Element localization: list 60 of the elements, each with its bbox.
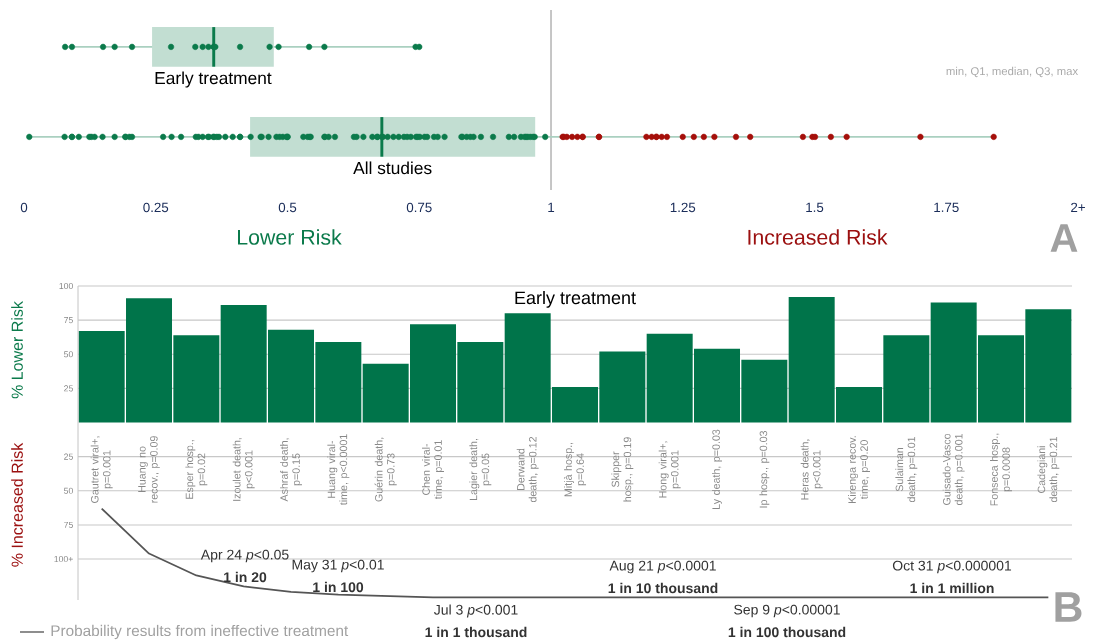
text: Increased Risk — [748, 229, 888, 245]
text: Jul 3 p<0.001 — [433, 604, 518, 618]
x-tick-label: 1.75 — [934, 202, 959, 213]
x-tick-label: 1 — [548, 202, 555, 212]
x-tick-label: 2+ — [1071, 202, 1085, 213]
x-tick-label: 1.5 — [806, 202, 824, 213]
text: Sep 9 p<0.00001 — [734, 604, 840, 618]
chart-title: Early treatment — [515, 290, 636, 308]
x-tick-label: 1.25 — [670, 202, 696, 213]
y-tick-label: 50 — [64, 487, 73, 494]
y-tick-label: 50 — [64, 351, 73, 358]
x-tick-label: Izoulet death, p<0.001 — [232, 438, 255, 501]
x-tick-label: Fonseca hosp., p=0.0008 — [990, 433, 1012, 506]
x-tick-label: Huang viral- time, p<0.0001 — [327, 434, 350, 506]
y-tick-label: 100+ — [54, 555, 73, 563]
annotation: B — [1055, 592, 1082, 622]
y-tick-label: 75 — [64, 317, 73, 324]
annotation: min, Q1, median, Q3, max — [946, 66, 1079, 78]
x-tick-label: Kirenga recov. time, p=0.20 — [848, 436, 870, 503]
x-tick-label: 0.25 — [143, 202, 169, 213]
x-tick-label: Hong viral+, p=0.001 — [658, 441, 681, 498]
text: Lower Risk — [238, 229, 342, 245]
x-tick-label: Esper hosp., p=0.02 — [185, 440, 208, 499]
x-tick-label: Chen viral- time, p=0.01 — [422, 440, 444, 500]
text: A — [1050, 224, 1078, 252]
x-tick-label: 0 — [20, 202, 28, 213]
x-tick-label: Lagier death, p=0.05 — [469, 439, 492, 501]
y-axis-title: % Lower Risk — [11, 301, 23, 399]
x-tick-label: Heras death, p<0.001 — [800, 439, 823, 500]
x-tick-label: Skipper hosp., p=0.19 — [611, 437, 634, 502]
annotation: 1 in 10 thousand — [608, 582, 718, 594]
annotation: 1 in 100 — [313, 581, 364, 593]
annotation: May 31 p<0.01 — [292, 559, 384, 573]
x-tick-label: 0.5 — [278, 202, 297, 213]
y-tick-label: 100 — [59, 282, 73, 290]
y-tick-label: 25 — [64, 385, 73, 392]
annotation: 1 in 1 million — [910, 582, 994, 594]
annotation: Aug 21 p<0.0001 — [609, 560, 716, 574]
x-tick-label: Cadegiani death, p=0.21 — [1037, 436, 1060, 503]
x-tick-label: Guisado-Vasco death, p=0.001 — [942, 433, 965, 506]
x-tick-label: Gautret viral+, p=0.001 — [90, 436, 113, 503]
x-tick-label: Mitjà hosp., p=0.64 — [563, 442, 587, 497]
annotation: 1 in 20 — [224, 571, 267, 583]
text: % Increased Risk — [11, 442, 23, 567]
y-tick-label: All studies — [353, 161, 432, 175]
x-tick-label: Ip hosp., p=0.03 — [759, 430, 770, 508]
x-tick-label: Ashraf death, p=0.15 — [280, 438, 302, 502]
x-tick-label: Ly death, p=0.03 — [712, 429, 722, 509]
x-tick-label: Derwand death, p=0.12 — [516, 436, 539, 503]
y-tick-label: 75 — [64, 521, 73, 528]
legend-label: Probability results from ineffective treatment — [51, 624, 349, 640]
x-tick-label: Huang no recov., p=0.09 — [138, 436, 160, 503]
x-tick-label: 0.75 — [406, 202, 432, 213]
text: 1 in 100 thousand — [728, 626, 846, 638]
x-tick-label: Guérin death, p=0.73 — [374, 437, 397, 502]
annotation: Apr 24 p<0.05 — [200, 549, 289, 563]
text: 1 in 1 thousand — [425, 626, 527, 638]
annotation: Oct 31 p<0.000001 — [892, 560, 1012, 574]
y-tick-label: 25 — [64, 453, 73, 460]
x-tick-label: Sulaiman death, p=0.01 — [895, 436, 918, 503]
